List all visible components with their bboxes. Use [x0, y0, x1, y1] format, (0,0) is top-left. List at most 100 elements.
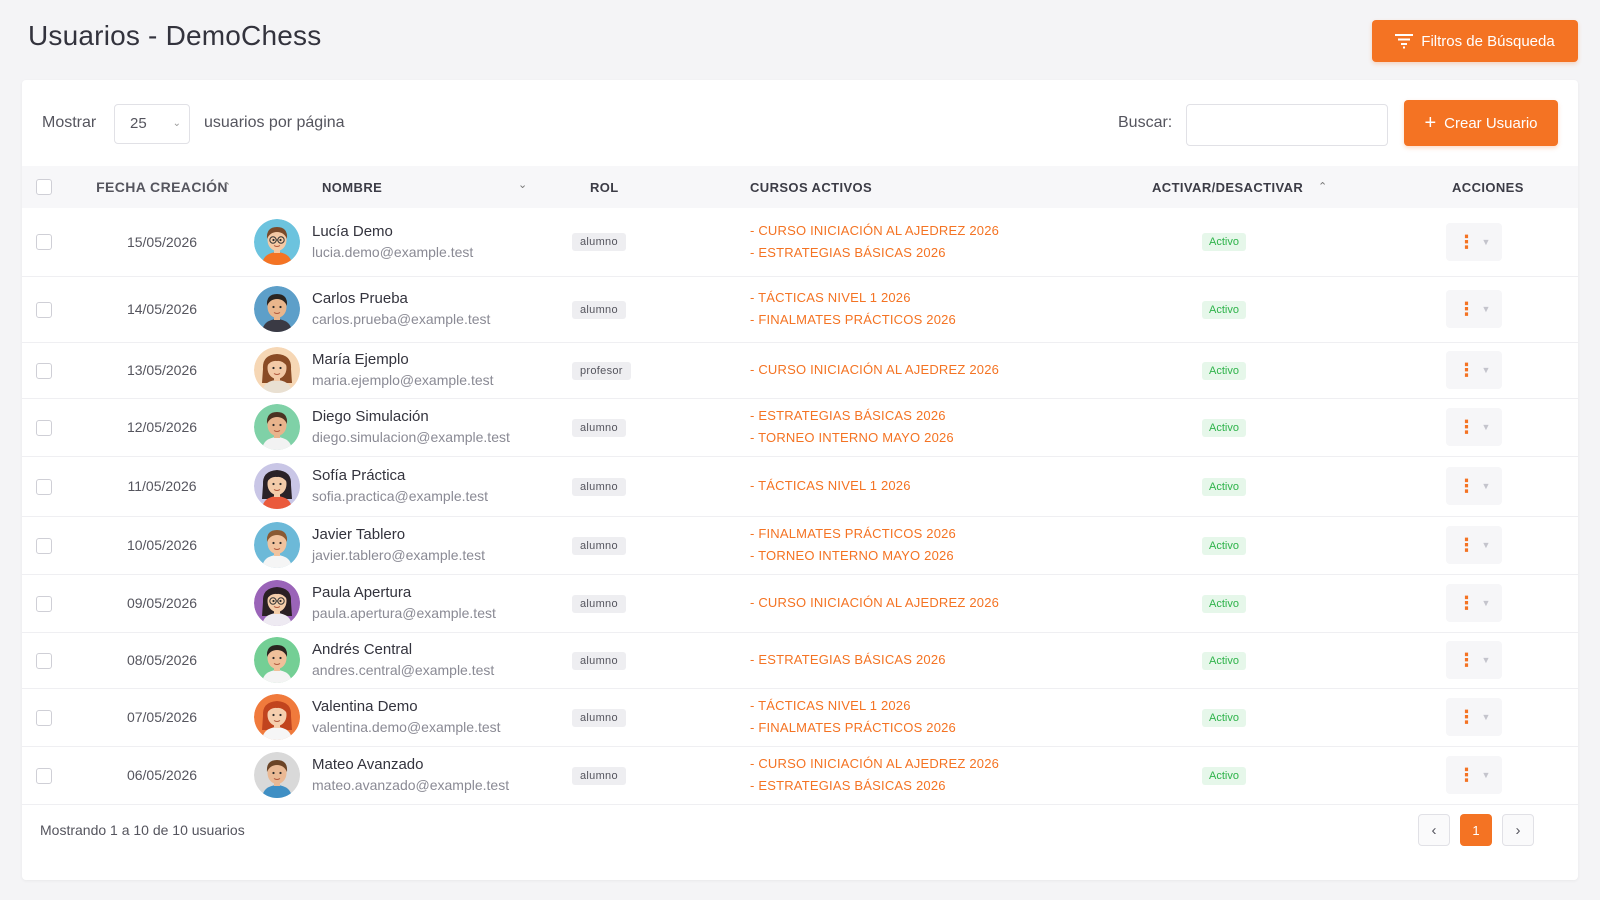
course-link[interactable]: - TORNEO INTERNO MAYO 2026 — [750, 430, 954, 445]
status-badge[interactable]: Activo — [1202, 233, 1246, 252]
sort-chevron-icon[interactable]: ⌄ — [518, 179, 528, 191]
header-activate-deactivate[interactable]: ACTIVAR/DESACTIVAR ⌃ — [1152, 166, 1392, 208]
row-actions-button[interactable]: ⋮ ▼ — [1446, 756, 1502, 794]
course-link[interactable]: - TÁCTICAS NIVEL 1 2026 — [750, 290, 911, 305]
row-checkbox[interactable] — [36, 234, 52, 251]
course-link[interactable]: - FINALMATES PRÁCTICOS 2026 — [750, 526, 956, 541]
row-actions-button[interactable]: ⋮ ▼ — [1446, 290, 1502, 328]
header-creation-date-label: FECHA CREACIÓN — [96, 179, 228, 195]
avatar — [254, 752, 300, 798]
user-cell: Paula Apertura paula.apertura@example.tes… — [242, 574, 560, 632]
role-badge: alumno — [572, 300, 626, 319]
header-name[interactable]: NOMBRE ⌄ — [242, 166, 560, 208]
status-cell: Activo — [1152, 456, 1392, 516]
row-select-cell — [22, 516, 82, 574]
header-activate-deactivate-label: ACTIVAR/DESACTIVAR — [1152, 179, 1304, 195]
role-cell: profesor — [560, 342, 750, 398]
course-link[interactable]: - ESTRATEGIAS BÁSICAS 2026 — [750, 408, 946, 423]
status-badge[interactable]: Activo — [1202, 594, 1246, 613]
row-checkbox[interactable] — [36, 767, 52, 784]
creation-date: 07/05/2026 — [126, 709, 198, 725]
status-badge[interactable]: Activo — [1202, 418, 1246, 437]
sort-chevron-icon[interactable]: ⌃ — [1318, 181, 1328, 193]
user-email: sofia.practica@example.test — [312, 488, 489, 504]
row-checkbox[interactable] — [36, 652, 52, 669]
course-link[interactable]: - CURSO INICIACIÓN AL AJEDREZ 2026 — [750, 595, 1000, 610]
search-input[interactable] — [1186, 104, 1388, 146]
avatar — [254, 580, 300, 626]
page-title: Usuarios - DemoChess — [28, 20, 322, 51]
course-link[interactable]: - TÁCTICAS NIVEL 1 2026 — [750, 478, 911, 493]
user-email: valentina.demo@example.test — [312, 719, 501, 735]
course-link[interactable]: - CURSO INICIACIÓN AL AJEDREZ 2026 — [750, 362, 1000, 377]
row-actions-button[interactable]: ⋮ ▼ — [1446, 641, 1502, 679]
role-badge: alumno — [572, 418, 626, 437]
header-creation-date[interactable]: FECHA CREACIÓN ⌃ — [82, 166, 242, 208]
row-checkbox[interactable] — [36, 362, 52, 379]
table-row: 09/05/2026 Paula Apertura paula.apertura@e… — [22, 574, 1578, 632]
courses-cell: - FINALMATES PRÁCTICOS 2026 - TORNEO INTE… — [750, 516, 1152, 574]
status-badge[interactable]: Activo — [1202, 477, 1246, 496]
row-select-cell — [22, 208, 82, 276]
status-badge[interactable]: Activo — [1202, 300, 1246, 319]
row-actions-button[interactable]: ⋮ ▼ — [1446, 467, 1502, 505]
status-badge[interactable]: Activo — [1202, 536, 1246, 555]
status-badge[interactable]: Activo — [1202, 766, 1246, 785]
actions-cell: ⋮ ▼ — [1392, 746, 1578, 804]
row-actions-button[interactable]: ⋮ ▼ — [1446, 698, 1502, 736]
course-link[interactable]: - TORNEO INTERNO MAYO 2026 — [750, 548, 954, 563]
course-link[interactable]: - ESTRATEGIAS BÁSICAS 2026 — [750, 244, 946, 260]
header-actions: ACCIONES — [1392, 166, 1578, 208]
vertical-dots-icon: ⋮ — [1457, 476, 1476, 496]
row-checkbox[interactable] — [36, 478, 52, 495]
courses-cell: - CURSO INICIACIÓN AL AJEDREZ 2026 - ESTR… — [750, 208, 1152, 276]
creation-date: 10/05/2026 — [126, 537, 198, 553]
row-select-cell — [22, 342, 82, 398]
avatar — [254, 347, 300, 393]
header-active-courses-label: CURSOS ACTIVOS — [750, 179, 873, 195]
create-user-button[interactable]: + Crear Usuario — [1404, 100, 1558, 146]
search-filters-button[interactable]: Filtros de Búsqueda — [1372, 20, 1578, 62]
chevron-left-icon[interactable]: ‹ — [1418, 814, 1450, 846]
table-row: 14/05/2026 Carlos Prueba carlos.prueba@exa… — [22, 276, 1578, 342]
course-link[interactable]: - ESTRATEGIAS BÁSICAS 2026 — [750, 778, 946, 793]
vertical-dots-icon: ⋮ — [1457, 535, 1476, 555]
courses-cell: - CURSO INICIACIÓN AL AJEDREZ 2026 - ESTR… — [750, 746, 1152, 804]
row-actions-button[interactable]: ⋮ ▼ — [1446, 222, 1502, 261]
row-checkbox[interactable] — [36, 595, 52, 612]
role-badge: alumno — [572, 766, 626, 785]
course-link[interactable]: - TÁCTICAS NIVEL 1 2026 — [750, 698, 911, 713]
row-actions-button[interactable]: ⋮ ▼ — [1446, 584, 1502, 622]
page-size-select[interactable]: 25 ⌄ — [114, 104, 190, 144]
creation-date: 09/05/2026 — [126, 595, 198, 611]
sort-chevron-icon[interactable]: ⌃ — [222, 181, 232, 193]
role-cell: alumno — [560, 632, 750, 688]
row-actions-button[interactable]: ⋮ ▼ — [1446, 351, 1502, 389]
chevron-right-icon[interactable]: › — [1502, 814, 1534, 846]
avatar — [254, 694, 300, 740]
header-role-label: ROL — [590, 179, 619, 195]
course-link[interactable]: - FINALMATES PRÁCTICOS 2026 — [750, 312, 956, 327]
courses-cell: - ESTRATEGIAS BÁSICAS 2026 - TORNEO INTER… — [750, 398, 1152, 456]
row-checkbox[interactable] — [36, 537, 52, 554]
course-link[interactable]: - CURSO INICIACIÓN AL AJEDREZ 2026 — [750, 222, 1000, 238]
row-checkbox[interactable] — [36, 419, 52, 436]
create-user-label: Crear Usuario — [1444, 114, 1538, 132]
status-badge[interactable]: Activo — [1202, 708, 1246, 727]
courses-cell: - TÁCTICAS NIVEL 1 2026 — [750, 456, 1152, 516]
select-all-checkbox[interactable] — [36, 179, 52, 196]
status-badge[interactable]: Activo — [1202, 361, 1246, 380]
row-checkbox[interactable] — [36, 709, 52, 726]
course-link[interactable]: - ESTRATEGIAS BÁSICAS 2026 — [750, 652, 946, 667]
row-actions-button[interactable]: ⋮ ▼ — [1446, 526, 1502, 564]
pagination-summary: Mostrando 1 a 10 de 10 usuarios — [40, 822, 245, 838]
page-button-current[interactable]: 1 — [1460, 814, 1492, 846]
status-badge[interactable]: Activo — [1202, 651, 1246, 670]
course-link[interactable]: - FINALMATES PRÁCTICOS 2026 — [750, 720, 956, 735]
row-checkbox[interactable] — [36, 301, 52, 318]
role-cell: alumno — [560, 276, 750, 342]
row-actions-button[interactable]: ⋮ ▼ — [1446, 408, 1502, 446]
table-row: 13/05/2026 María Ejemplo maria.ejemplo@exa… — [22, 342, 1578, 398]
course-link[interactable]: - CURSO INICIACIÓN AL AJEDREZ 2026 — [750, 756, 1000, 771]
actions-cell: ⋮ ▼ — [1392, 342, 1578, 398]
